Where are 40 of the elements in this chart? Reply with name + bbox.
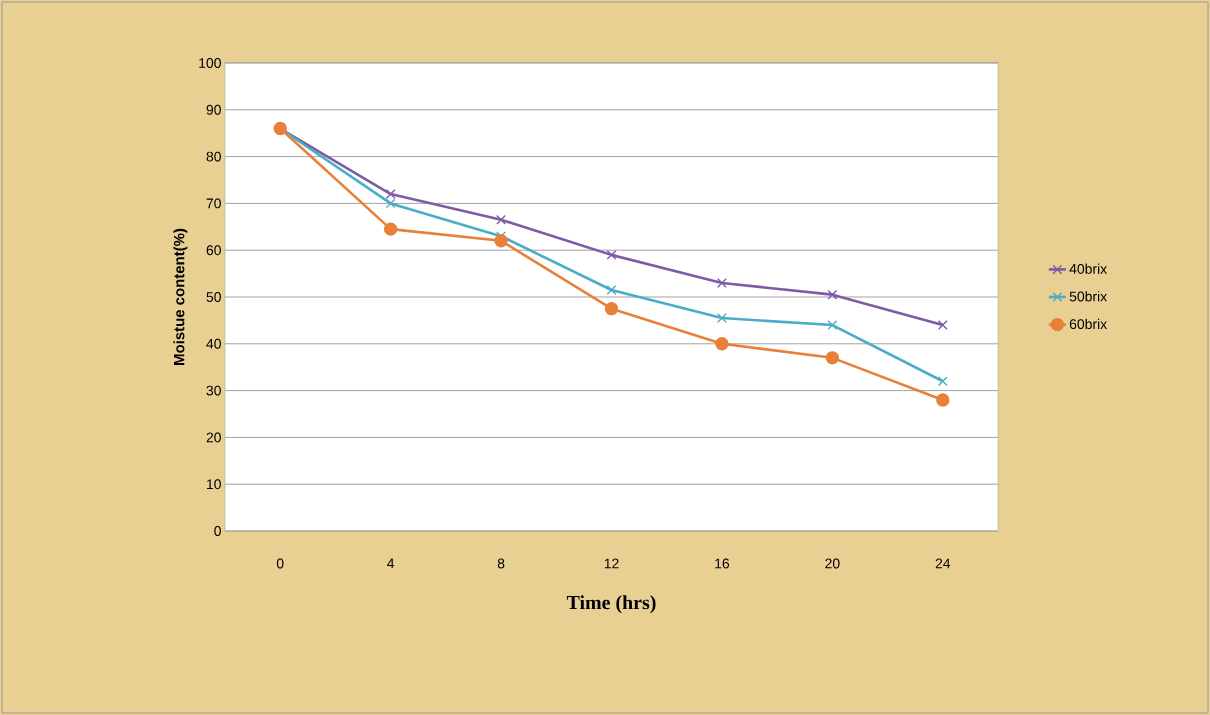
point bbox=[496, 214, 506, 225]
x-axis-title: Time (hrs) bbox=[566, 595, 656, 614]
point bbox=[827, 289, 838, 300]
point bbox=[825, 351, 840, 365]
point bbox=[936, 393, 950, 407]
y-tick-label: 60 bbox=[206, 245, 221, 256]
point bbox=[937, 376, 948, 387]
legend-label: 50brix bbox=[1069, 291, 1107, 302]
point bbox=[604, 302, 619, 316]
legend-label: 40brix bbox=[1069, 263, 1107, 274]
x-tick-label: 12 bbox=[604, 558, 619, 569]
y-tick-label: 40 bbox=[206, 338, 221, 349]
x-tick-label: 20 bbox=[825, 558, 840, 569]
point bbox=[606, 249, 617, 260]
point bbox=[717, 278, 727, 288]
y-tick-label: 80 bbox=[206, 151, 221, 162]
y-tick-label: 70 bbox=[206, 198, 221, 209]
point bbox=[937, 320, 948, 330]
legend-label: 60brix bbox=[1069, 318, 1107, 330]
y-tick-label: 90 bbox=[206, 104, 221, 115]
point bbox=[715, 337, 729, 351]
y-tick-label: 0 bbox=[214, 526, 221, 536]
point bbox=[494, 234, 508, 248]
x-tick-label: 0 bbox=[276, 558, 284, 569]
y-tick-label: 20 bbox=[206, 432, 221, 443]
point bbox=[606, 285, 617, 295]
y-tick-label: 50 bbox=[206, 292, 221, 302]
x-tick-label: 24 bbox=[935, 558, 951, 569]
y-tick-label: 10 bbox=[207, 479, 221, 490]
point bbox=[385, 198, 396, 209]
point bbox=[383, 222, 398, 236]
point bbox=[385, 189, 396, 199]
point bbox=[717, 313, 727, 323]
y-tick-label: 100 bbox=[199, 58, 221, 68]
x-tick-label: 16 bbox=[715, 558, 730, 569]
y-tick-label: 30 bbox=[206, 385, 221, 396]
x-tick-label: 4 bbox=[387, 558, 395, 569]
x-tick-label: 8 bbox=[497, 558, 505, 569]
point bbox=[827, 320, 838, 330]
y-axis-title: Moistue content(%) bbox=[173, 228, 188, 365]
